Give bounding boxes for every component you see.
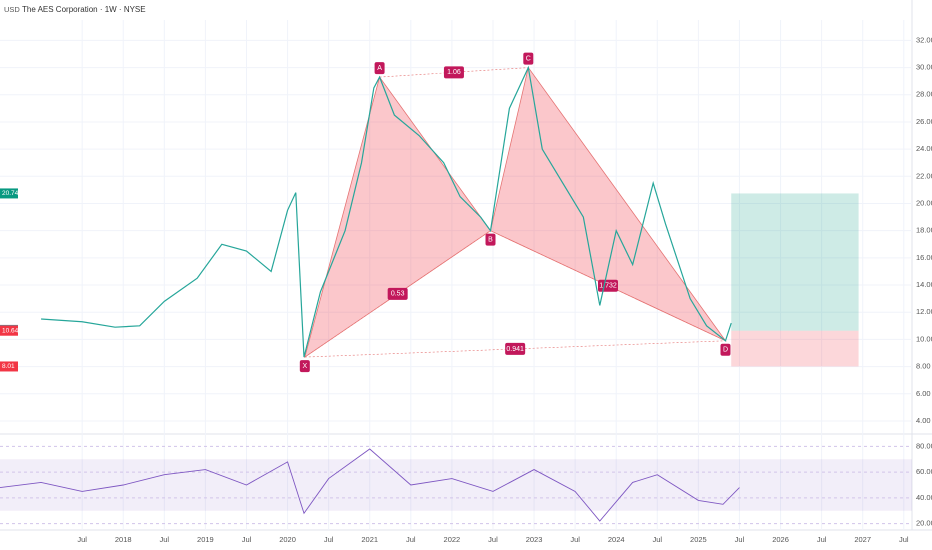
x-tick-label: Jul	[160, 535, 170, 544]
rsi-band	[0, 459, 912, 511]
y-tick-label: 26.00	[916, 117, 932, 126]
x-tick-label: 2026	[772, 535, 789, 544]
y-tick-label: 24.00	[916, 144, 932, 153]
x-tick-label: 2020	[279, 535, 296, 544]
y-tick-label: 22.00	[916, 171, 932, 180]
x-tick-label: Jul	[488, 535, 498, 544]
y-tick-label: 32.00	[916, 35, 932, 44]
pattern-point-label: D	[723, 347, 728, 354]
target-zone	[731, 193, 859, 331]
ratio-label: 1.732	[599, 283, 617, 290]
x-tick-label: 2018	[115, 535, 132, 544]
currency: USD	[4, 5, 20, 14]
ratio-badge	[505, 342, 526, 355]
pattern-point-badge	[523, 52, 534, 65]
x-tick-label: Jul	[653, 535, 663, 544]
x-tick-label: 2025	[690, 535, 707, 544]
y-tick-label: 12.00	[916, 307, 932, 316]
rsi-tick-label: 40.00	[916, 493, 932, 502]
x-tick-label: Jul	[570, 535, 580, 544]
x-tick-label: 2021	[361, 535, 378, 544]
pattern-point-badge	[374, 62, 385, 75]
stop-zone	[731, 330, 859, 367]
pattern-point-label: A	[377, 65, 382, 72]
rsi-tick-label: 80.00	[916, 441, 932, 450]
x-tick-label: 2023	[526, 535, 543, 544]
y-tick-label: 16.00	[916, 253, 932, 262]
price-tag	[0, 188, 18, 199]
price-line	[41, 65, 732, 358]
x-tick-label: 2024	[608, 535, 625, 544]
pattern-point-badge	[720, 343, 731, 356]
ratio-badge	[387, 287, 408, 300]
y-tick-label: 20.00	[916, 198, 932, 207]
pattern-point-badge	[485, 233, 496, 246]
ratio-label: 0.53	[391, 291, 405, 298]
pattern-point-label: C	[526, 55, 531, 62]
ratio-line	[379, 67, 529, 78]
pattern-point-label: X	[302, 363, 307, 370]
x-tick-label: 2022	[444, 535, 461, 544]
y-tick-label: 28.00	[916, 90, 932, 99]
rsi-tick-label: 60.00	[916, 467, 932, 476]
x-tick-label: Jul	[735, 535, 745, 544]
x-tick-label: Jul	[77, 535, 87, 544]
rsi-tick-label: 20.00	[916, 519, 932, 528]
ratio-label: 1.06	[447, 69, 461, 76]
y-tick-label: 6.00	[916, 389, 931, 398]
x-tick-label: Jul	[242, 535, 252, 544]
x-tick-label: 2027	[854, 535, 871, 544]
pattern-point-label: B	[488, 237, 493, 244]
x-tick-label: Jul	[406, 535, 416, 544]
pattern-point-badge	[299, 360, 310, 373]
price-tag	[0, 361, 18, 372]
x-tick-label: Jul	[324, 535, 334, 544]
ratio-label: 0.941	[506, 346, 524, 353]
y-tick-label: 8.00	[916, 362, 931, 371]
y-tick-label: 4.00	[916, 416, 931, 425]
x-tick-label: Jul	[899, 535, 909, 544]
rsi-line	[0, 448, 740, 522]
y-tick-label: 14.00	[916, 280, 932, 289]
x-tick-label: 2019	[197, 535, 214, 544]
y-tick-label: 18.00	[916, 226, 932, 235]
price-tag	[0, 325, 18, 336]
y-tick-label: 30.00	[916, 63, 932, 72]
price-tag-label: 10.64	[2, 327, 19, 334]
y-tick-label: 10.00	[916, 334, 932, 343]
ratio-badge	[443, 66, 464, 79]
price-tag-label: 8.01	[2, 363, 15, 370]
chart-title: The AES Corporation · 1W · NYSE	[22, 5, 146, 14]
x-tick-label: Jul	[817, 535, 827, 544]
price-tag-label: 20.74	[2, 190, 19, 197]
